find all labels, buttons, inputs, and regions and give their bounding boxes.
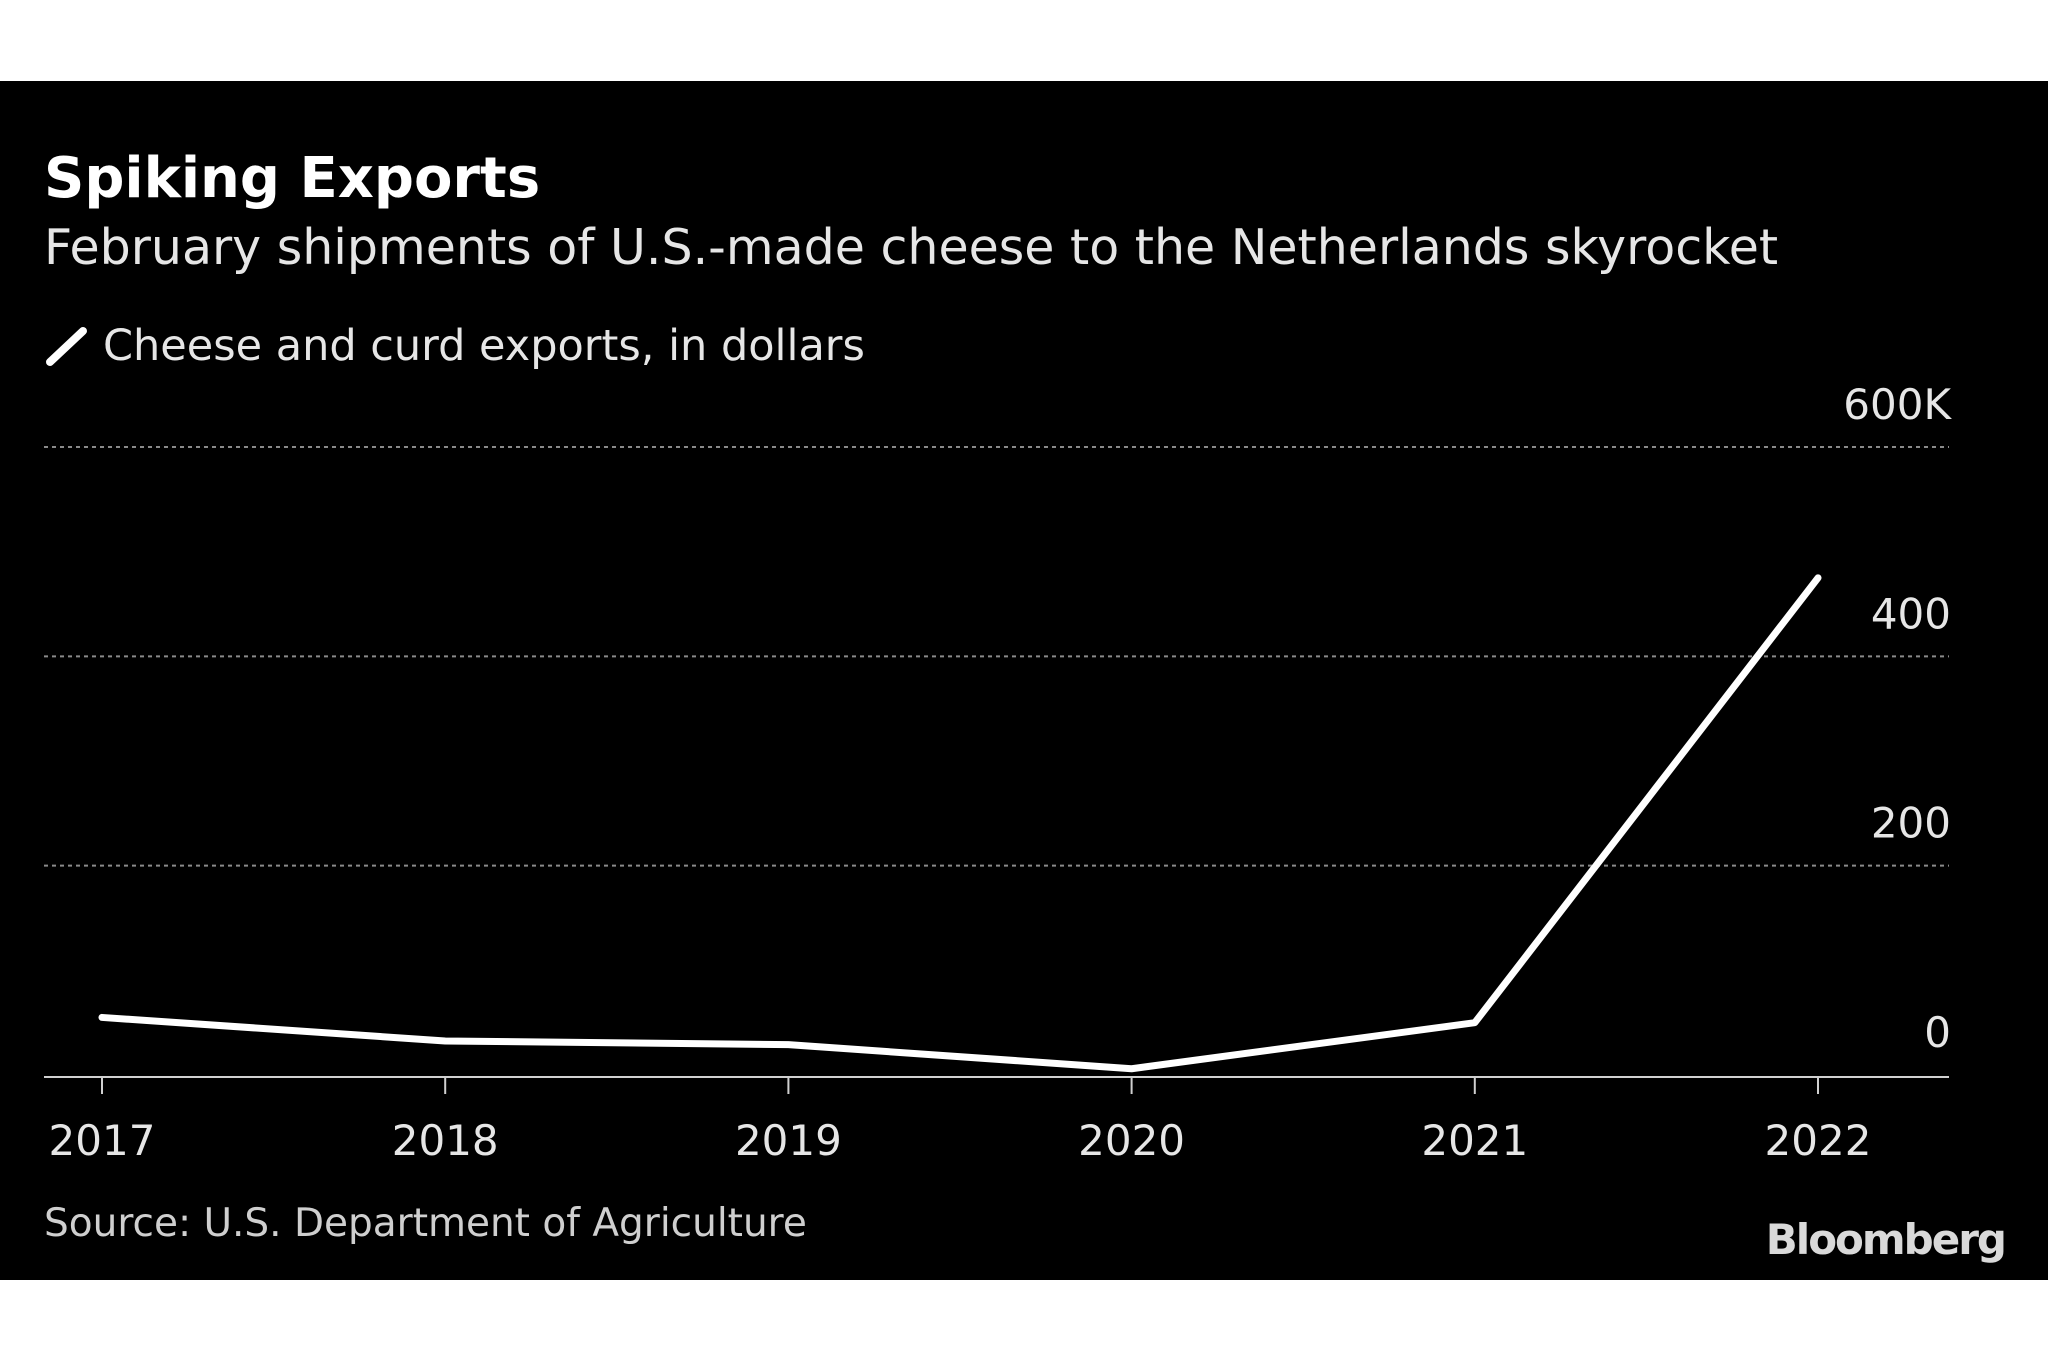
chart-title: Spiking Exports — [44, 146, 540, 211]
x-tick-label: 2021 — [1421, 1116, 1528, 1165]
legend-label: Cheese and curd exports, in dollars — [103, 321, 865, 371]
y-tick-label: 200 — [1871, 799, 1951, 848]
x-tick-label: 2020 — [1078, 1116, 1185, 1165]
data-line — [98, 574, 1822, 1073]
x-tick-label: 2018 — [392, 1116, 499, 1165]
legend-swatch — [46, 327, 87, 366]
logo: Bloomberg — [1766, 1215, 2005, 1264]
x-tick-label: 2022 — [1765, 1116, 1872, 1165]
chart-subtitle: February shipments of U.S.-made cheese t… — [44, 219, 1778, 276]
x-tick-label: 2017 — [49, 1116, 156, 1165]
chart-background — [0, 81, 2048, 1280]
y-tick-label: 600K — [1843, 380, 1952, 429]
y-tick-label: 400 — [1871, 589, 1951, 638]
source: Source: U.S. Department of Agriculture — [44, 1201, 807, 1246]
y-tick-label: 0 — [1924, 1008, 1951, 1057]
x-tick-label: 2019 — [735, 1116, 842, 1165]
